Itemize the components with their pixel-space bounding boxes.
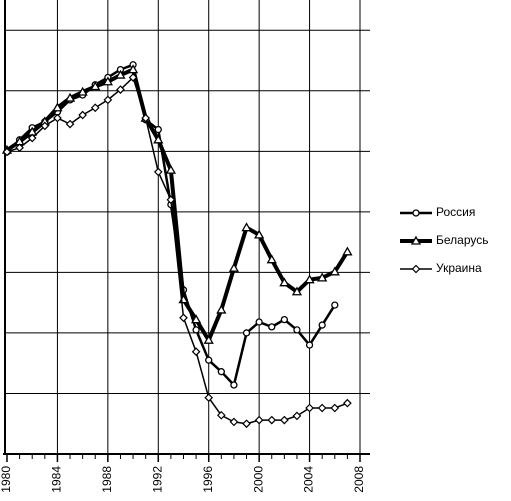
data-point — [103, 95, 113, 105]
data-point — [204, 393, 214, 403]
data-point — [217, 368, 225, 376]
x-tick-label: 2004 — [302, 466, 316, 493]
x-tick-label: 1992 — [150, 466, 164, 493]
data-point — [52, 102, 63, 112]
series-line — [6, 76, 348, 425]
data-point — [78, 110, 87, 120]
data-point — [291, 286, 303, 296]
data-point — [40, 121, 50, 131]
data-point — [166, 195, 176, 205]
data-point — [331, 301, 339, 309]
data-point — [255, 318, 263, 326]
data-point — [64, 92, 76, 102]
data-point — [305, 341, 314, 349]
data-point — [102, 76, 113, 86]
data-point — [266, 254, 277, 264]
data-point — [292, 411, 302, 421]
data-point — [116, 85, 125, 94]
data-point — [192, 326, 200, 334]
data-point — [229, 417, 239, 427]
data-point — [318, 321, 326, 329]
legend-marker — [411, 264, 421, 274]
data-point — [128, 73, 138, 82]
data-point — [279, 277, 290, 287]
data-point — [77, 86, 88, 96]
x-tick-label: 1988 — [100, 466, 114, 493]
data-point — [191, 347, 201, 357]
x-tick-label: 2000 — [251, 466, 265, 493]
data-point — [280, 415, 289, 425]
data-point — [305, 403, 314, 413]
data-point — [241, 222, 252, 232]
data-point — [153, 134, 164, 144]
data-point — [2, 147, 12, 157]
data-point — [27, 133, 37, 143]
data-point — [190, 314, 202, 324]
legend-label: Украина — [436, 261, 482, 275]
data-point — [53, 113, 62, 123]
data-point — [216, 410, 226, 420]
data-point — [242, 419, 251, 429]
data-point — [153, 167, 163, 177]
x-tick-label: 1996 — [201, 466, 215, 493]
data-point — [254, 415, 264, 425]
data-point — [228, 262, 240, 272]
data-point — [230, 381, 238, 389]
data-point — [65, 119, 75, 129]
x-tick-label: 2008 — [352, 466, 366, 493]
legend-label: Россия — [436, 205, 475, 219]
data-point — [280, 315, 289, 324]
data-point — [330, 403, 340, 413]
data-point — [268, 323, 276, 331]
data-point — [343, 398, 352, 408]
data-point — [205, 356, 213, 364]
data-point — [141, 113, 151, 123]
x-tick-label: 1980 — [0, 466, 13, 493]
data-point — [304, 274, 315, 284]
data-point — [90, 103, 100, 113]
data-point — [203, 334, 214, 344]
data-point — [329, 266, 340, 276]
data-point — [342, 246, 353, 256]
data-point — [267, 415, 277, 425]
data-point — [154, 125, 162, 134]
data-point — [317, 403, 327, 413]
data-point — [127, 64, 139, 74]
series-line — [5, 67, 350, 343]
data-point — [165, 164, 177, 174]
legend-marker — [412, 209, 420, 217]
data-point — [115, 69, 126, 79]
legend-label: Беларусь — [436, 233, 488, 247]
data-point — [179, 313, 188, 323]
data-point — [293, 326, 301, 334]
legend-marker — [410, 235, 422, 245]
x-tick-label: 1984 — [50, 466, 64, 493]
data-point — [242, 329, 251, 337]
data-point — [90, 81, 101, 91]
data-point — [254, 229, 265, 239]
data-point — [15, 143, 24, 153]
data-point — [317, 272, 328, 282]
data-point — [216, 304, 227, 314]
